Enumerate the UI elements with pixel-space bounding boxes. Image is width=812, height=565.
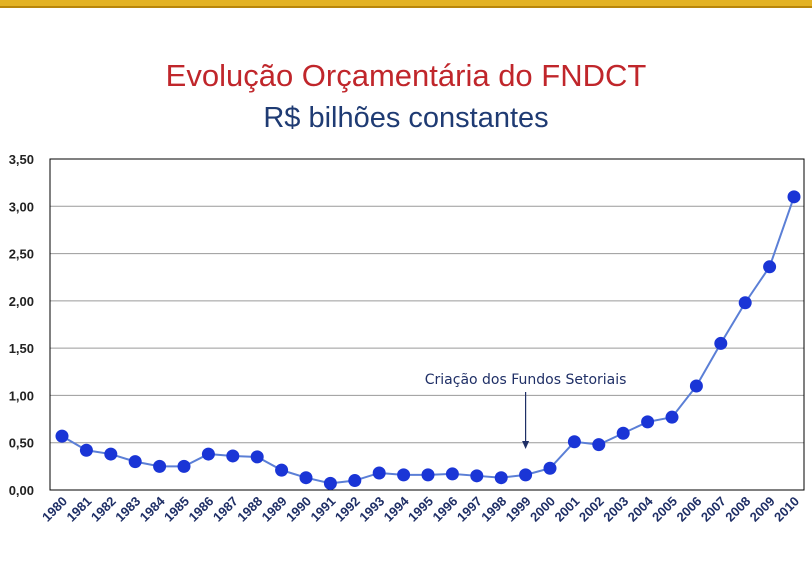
data-point <box>445 467 459 481</box>
x-tick-label: 1985 <box>161 494 192 525</box>
y-tick-label: 2,50 <box>9 247 34 262</box>
top-accent-bar <box>0 0 812 6</box>
annotation: Criação dos Fundos Setoriais <box>425 372 627 449</box>
x-tick-label: 2003 <box>600 494 631 525</box>
x-tick-label: 1997 <box>454 494 485 525</box>
data-point <box>714 336 728 350</box>
data-point <box>323 476 337 490</box>
data-point <box>397 468 411 482</box>
data-point <box>128 455 142 469</box>
x-tick-label: 1982 <box>88 494 119 525</box>
data-point <box>494 471 508 485</box>
data-point <box>201 447 215 461</box>
data-point <box>275 463 289 477</box>
x-tick-label: 1992 <box>332 494 363 525</box>
x-tick-label: 2004 <box>625 493 657 525</box>
data-point <box>787 190 801 204</box>
data-point <box>470 469 484 483</box>
x-tick-label: 2000 <box>527 494 558 525</box>
x-tick-label: 1990 <box>283 494 314 525</box>
y-tick-label: 1,00 <box>9 388 34 403</box>
top-accent-line <box>0 6 812 8</box>
annotation-label: Criação dos Fundos Setoriais <box>425 372 627 388</box>
data-point <box>763 260 777 274</box>
data-point <box>519 468 533 482</box>
data-point <box>55 429 69 443</box>
data-point <box>79 443 93 457</box>
data-point <box>372 466 386 480</box>
data-point <box>177 459 191 473</box>
data-point <box>738 296 752 310</box>
x-tick-label: 2002 <box>576 494 607 525</box>
data-point <box>689 379 703 393</box>
x-tick-label: 1988 <box>234 494 265 525</box>
y-tick-label: 3,00 <box>9 199 34 214</box>
chart-subtitle: R$ bilhões constantes <box>263 102 549 134</box>
x-tick-label: 1989 <box>259 494 290 525</box>
x-tick-label: 1991 <box>307 494 338 525</box>
data-point <box>592 438 606 452</box>
x-tick-label: 1986 <box>185 494 216 525</box>
data-point <box>299 471 313 485</box>
y-tick-label: 0,00 <box>9 483 34 498</box>
data-point <box>226 449 240 463</box>
x-tick-label: 1999 <box>503 494 534 525</box>
data-point <box>665 410 679 424</box>
data-point <box>348 474 362 488</box>
x-tick-label: 2009 <box>747 494 778 525</box>
x-tick-label: 1993 <box>356 494 387 525</box>
x-tick-label: 1983 <box>112 494 143 525</box>
data-point <box>104 447 118 461</box>
plot-area-border <box>49 158 805 491</box>
data-point <box>250 450 264 464</box>
x-axis: 1980198119821983198419851986198719881989… <box>39 493 802 525</box>
y-tick-label: 1,50 <box>9 341 34 356</box>
y-axis: 0,00 0,50 1,00 1,50 2,00 2,50 3,00 3,50 <box>9 152 34 498</box>
x-tick-label: 1987 <box>210 494 241 525</box>
y-tick-label: 0,50 <box>9 436 34 451</box>
series-line <box>61 196 795 485</box>
x-tick-label: 2001 <box>551 494 582 525</box>
annotation-arrow-head <box>522 441 530 449</box>
data-point <box>153 459 167 473</box>
x-tick-label: 2008 <box>722 494 753 525</box>
data-point <box>567 435 581 449</box>
data-point <box>616 426 630 440</box>
x-tick-label: 1995 <box>405 494 436 525</box>
y-tick-label: 2,00 <box>9 294 34 309</box>
x-tick-label: 2010 <box>771 494 802 525</box>
x-tick-label: 2006 <box>673 494 704 525</box>
grid-layer <box>50 205 804 444</box>
x-tick-label: 1996 <box>429 494 460 525</box>
x-tick-label: 1981 <box>63 494 94 525</box>
data-point <box>641 415 655 429</box>
x-tick-label: 2007 <box>698 494 729 525</box>
y-tick-label: 3,50 <box>9 152 34 167</box>
chart-title: Evolução Orçamentária do FNDCT <box>165 58 647 93</box>
series-markers <box>55 190 801 490</box>
x-tick-label: 1984 <box>137 493 169 525</box>
x-tick-label: 1998 <box>478 494 509 525</box>
data-point <box>421 468 435 482</box>
x-tick-label: 2005 <box>649 494 680 525</box>
data-point <box>543 461 557 475</box>
x-tick-label: 1980 <box>39 494 70 525</box>
x-tick-label: 1994 <box>381 493 413 525</box>
